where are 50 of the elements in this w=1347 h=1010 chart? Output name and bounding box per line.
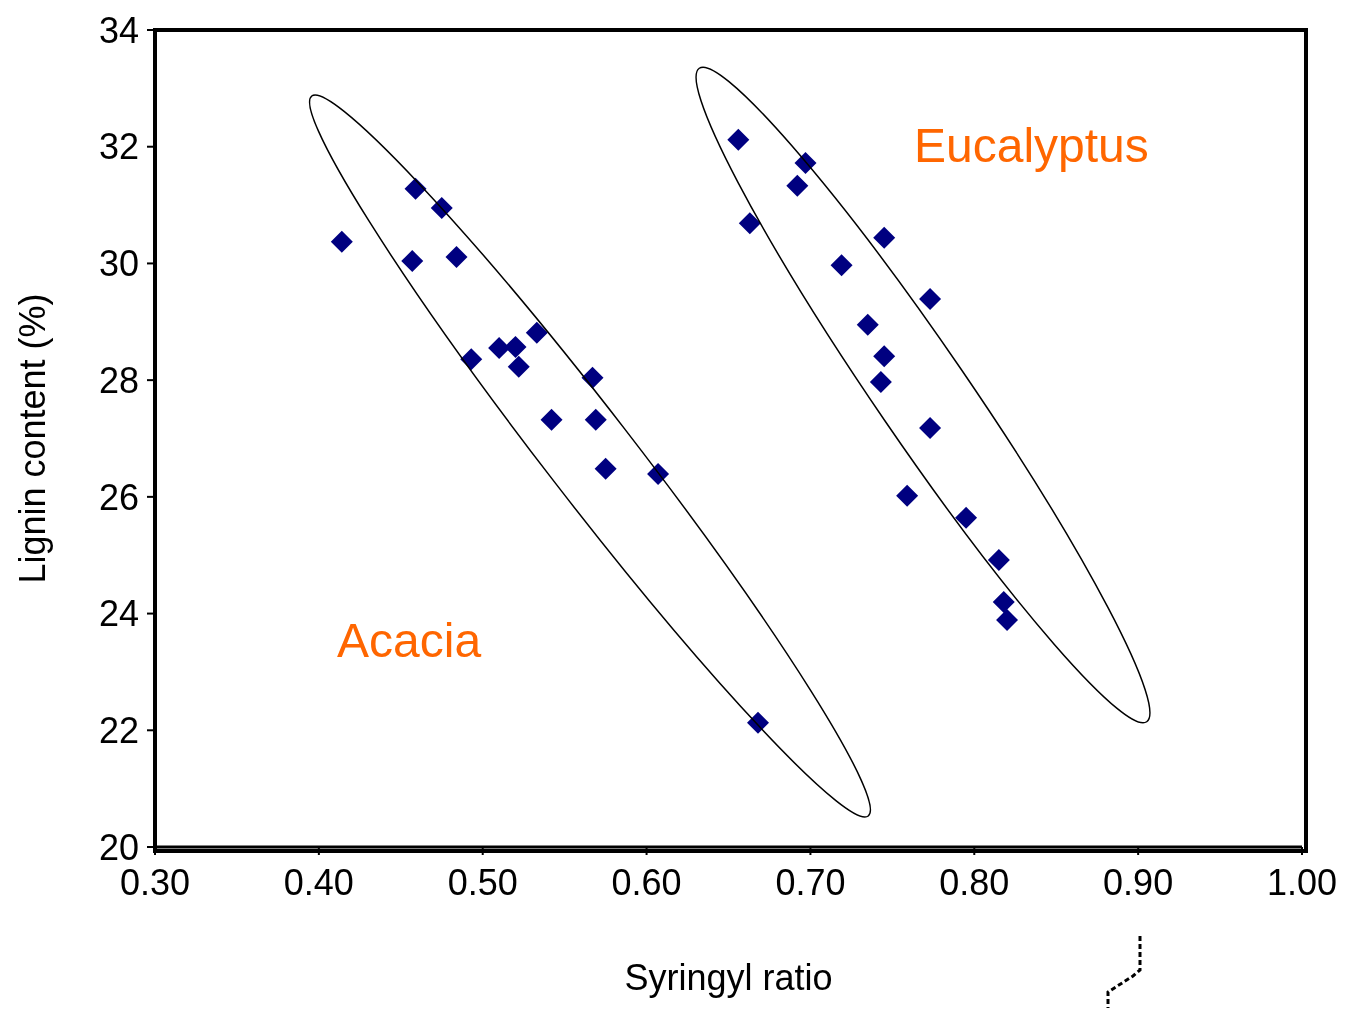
point bbox=[525, 321, 548, 344]
y-tick-label: 28 bbox=[98, 359, 139, 401]
annotation: Eucalyptus bbox=[914, 119, 1149, 172]
point bbox=[786, 174, 809, 197]
x-tick-label: 0.70 bbox=[775, 861, 846, 903]
point bbox=[738, 212, 761, 235]
point bbox=[919, 417, 942, 439]
point bbox=[873, 226, 896, 249]
point bbox=[504, 335, 527, 358]
point bbox=[919, 288, 942, 311]
x-tick-label: 0.60 bbox=[611, 861, 682, 903]
point bbox=[996, 608, 1019, 631]
x-tick-label: 1.00 bbox=[1266, 861, 1338, 903]
y-tick-label: 22 bbox=[98, 710, 139, 752]
point bbox=[401, 250, 424, 273]
x-tick-label: 0.50 bbox=[447, 861, 518, 903]
point bbox=[584, 408, 607, 431]
point bbox=[460, 348, 483, 371]
y-tick-label: 34 bbox=[98, 9, 139, 51]
point bbox=[873, 345, 896, 368]
y-axis-title: Lignin content (%) bbox=[11, 293, 53, 584]
x-tick-label: 0.90 bbox=[1103, 861, 1174, 903]
point bbox=[540, 408, 563, 431]
annotation: Acacia bbox=[337, 614, 482, 667]
point bbox=[830, 254, 853, 277]
point bbox=[507, 355, 530, 378]
point bbox=[488, 337, 511, 360]
point bbox=[856, 313, 879, 336]
point bbox=[992, 590, 1015, 613]
point bbox=[594, 457, 617, 480]
point bbox=[987, 548, 1010, 571]
point bbox=[955, 506, 978, 529]
point bbox=[430, 196, 453, 219]
x-tick-label: 0.40 bbox=[283, 861, 354, 903]
point bbox=[330, 230, 353, 253]
point bbox=[647, 463, 670, 486]
point bbox=[746, 711, 769, 734]
point bbox=[869, 370, 892, 393]
x-axis-title: Syringyl ratio bbox=[624, 957, 833, 998]
point bbox=[404, 177, 427, 200]
y-tick-label: 30 bbox=[98, 243, 139, 285]
y-tick-label: 32 bbox=[98, 126, 139, 168]
x-tick-label: 0.80 bbox=[939, 861, 1010, 903]
point bbox=[896, 484, 919, 507]
point bbox=[727, 128, 750, 151]
y-tick-label: 26 bbox=[98, 476, 139, 518]
point bbox=[581, 366, 604, 389]
point bbox=[445, 246, 468, 269]
y-tick-label: 24 bbox=[98, 593, 139, 635]
point bbox=[794, 152, 817, 175]
